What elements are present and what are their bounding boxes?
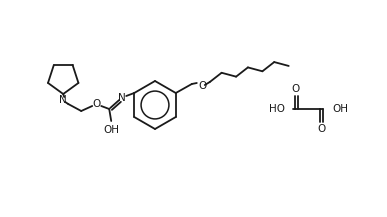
Text: O: O bbox=[292, 84, 300, 94]
Text: N: N bbox=[118, 93, 126, 103]
Text: HO: HO bbox=[269, 104, 285, 114]
Text: OH: OH bbox=[332, 104, 348, 114]
Text: O: O bbox=[92, 99, 100, 109]
Text: OH: OH bbox=[103, 125, 119, 135]
Text: O: O bbox=[317, 124, 325, 134]
Text: N: N bbox=[59, 95, 67, 105]
Text: O: O bbox=[199, 81, 207, 91]
